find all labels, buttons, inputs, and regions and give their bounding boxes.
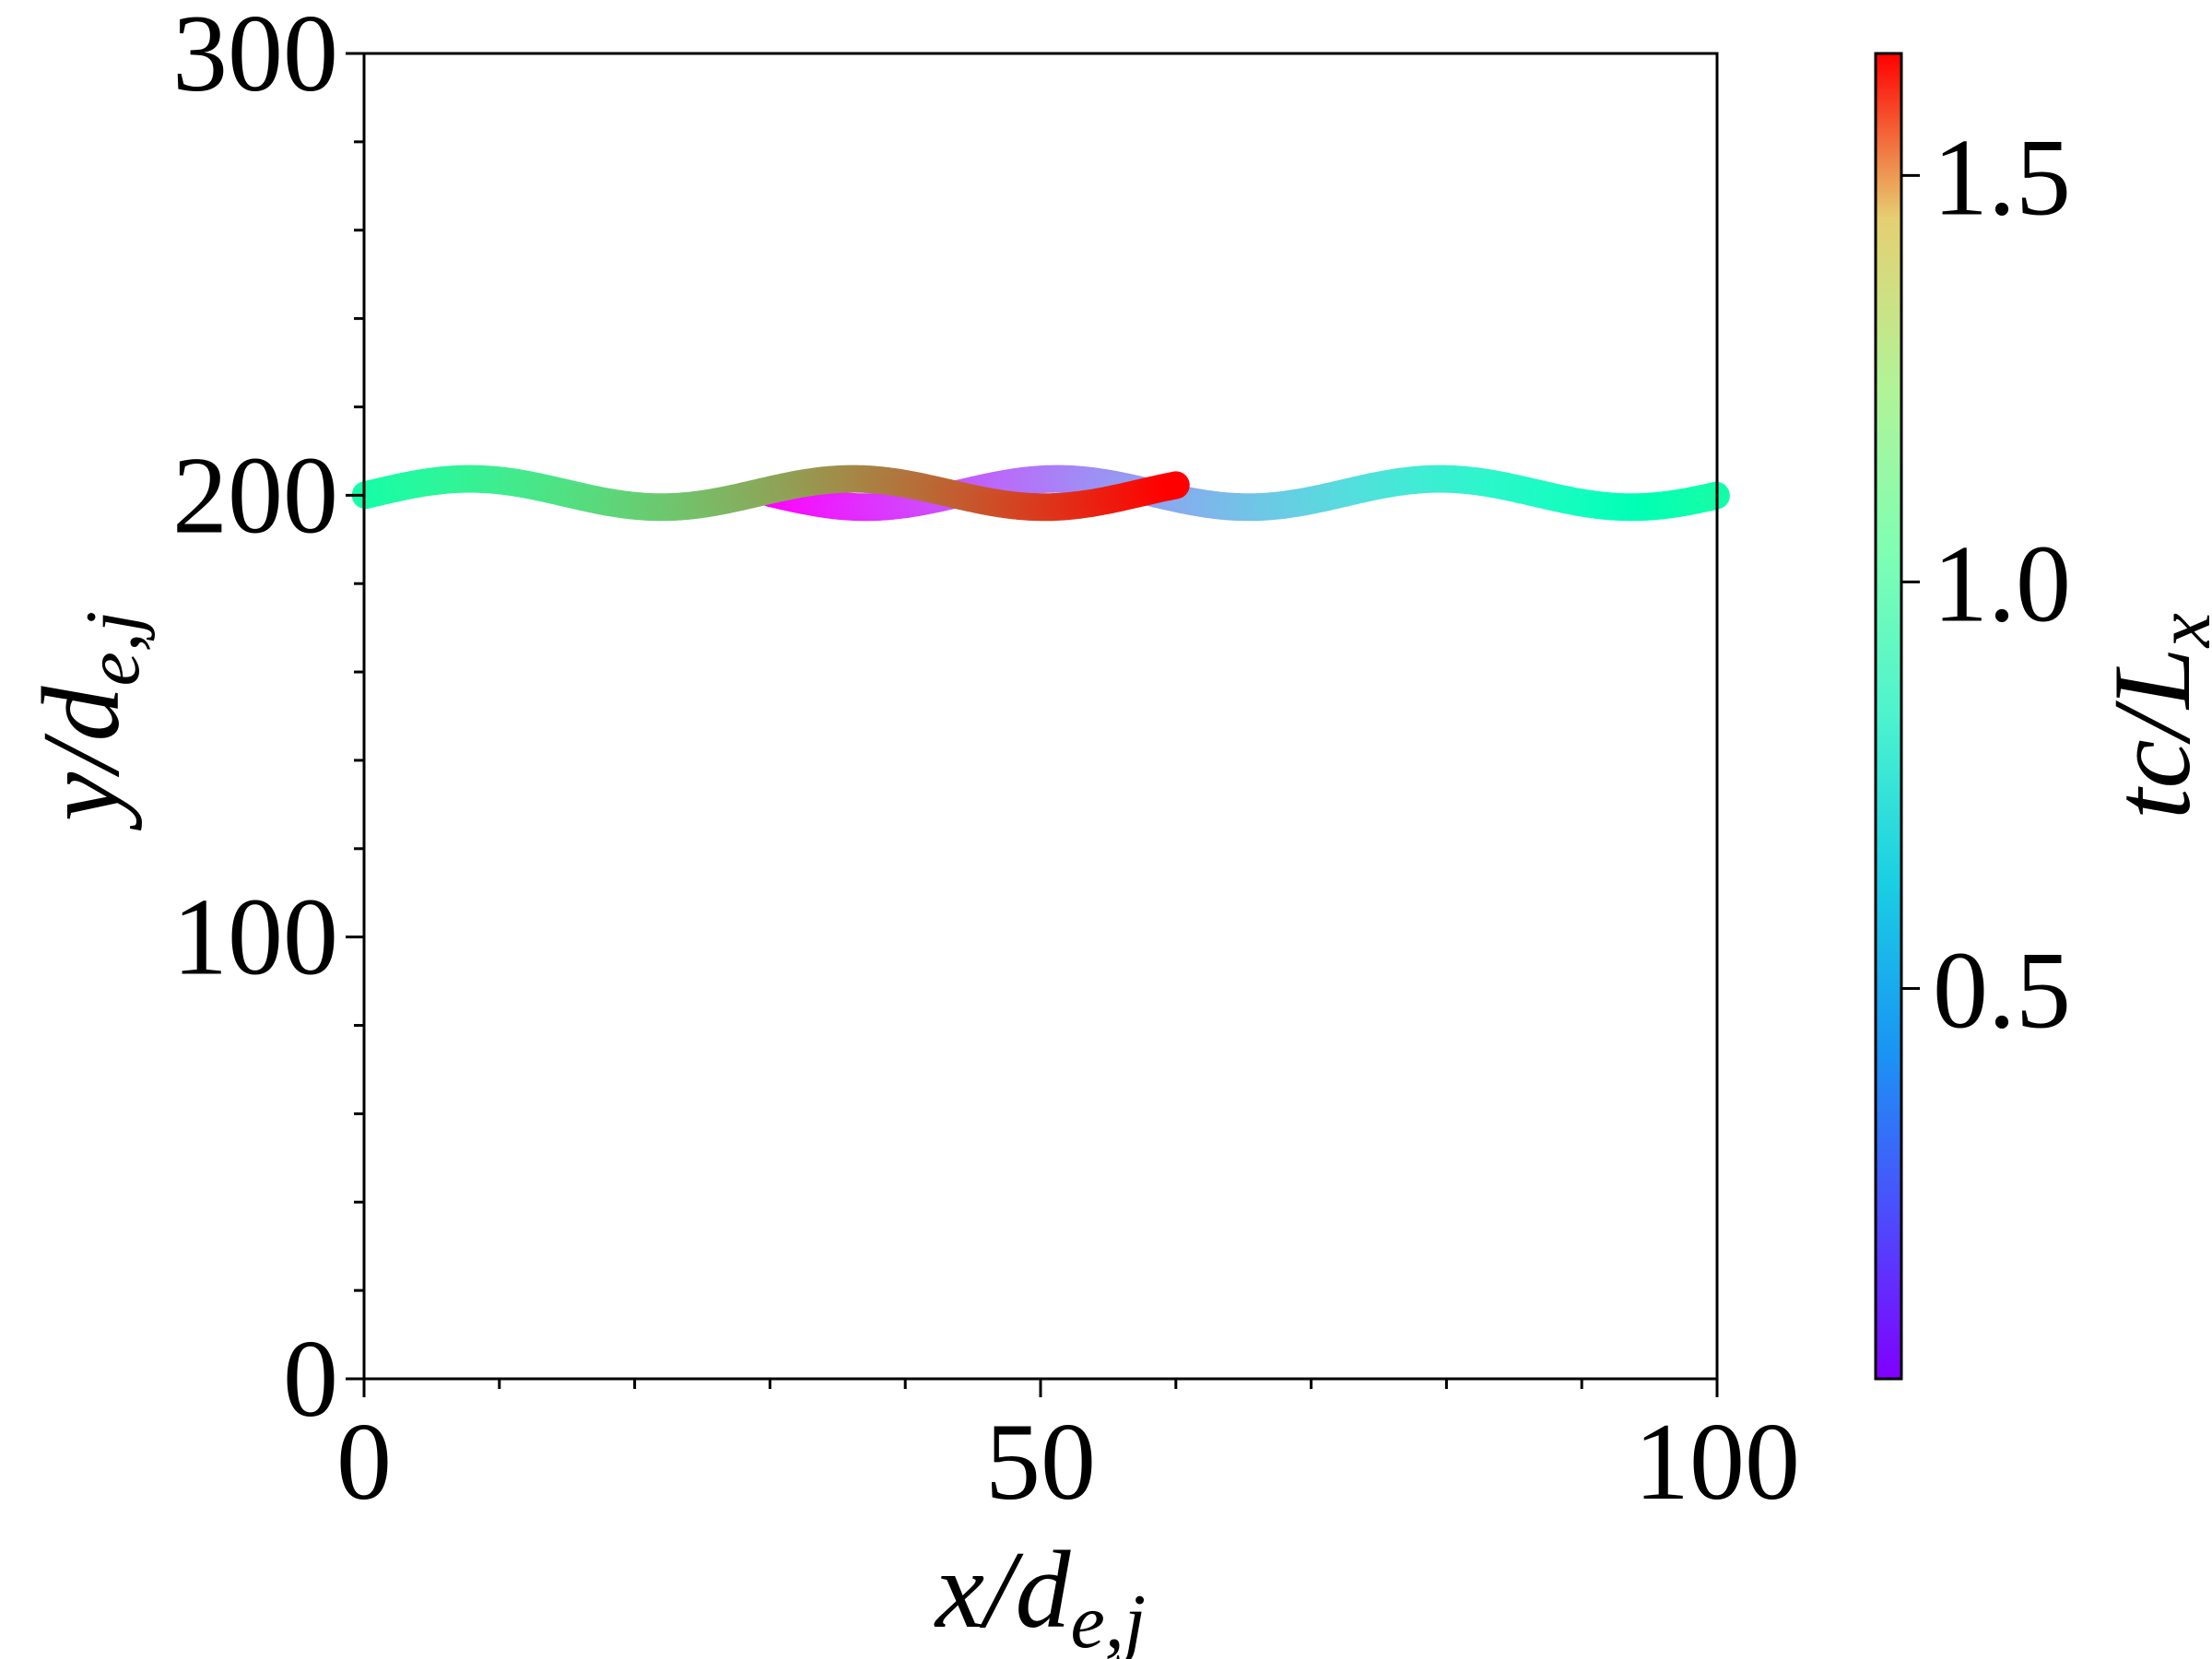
colorbar	[1874, 52, 1903, 1381]
x-axis-ticks: 0 50 100	[336, 1379, 1800, 1523]
trajectory-points	[351, 465, 1730, 522]
plot-frame	[362, 52, 1719, 1381]
x-tick-label: 100	[1634, 1400, 1800, 1523]
x-axis-label: x/de,j	[934, 1528, 1146, 1659]
y-axis-ticks: 0 100 200 300	[172, 0, 364, 1440]
y-axis-label: y/de,j	[19, 611, 156, 831]
colorbar-tick-label: 1.0	[1933, 522, 2071, 644]
y-tick-label: 200	[172, 433, 338, 556]
colorbar-tick-label: 0.5	[1933, 929, 2071, 1052]
colorbar-label: tc/Lx	[2090, 613, 2212, 819]
x-tick-label: 50	[985, 1400, 1096, 1523]
colorbar-ticks: 0.5 1.0 1.5	[1901, 115, 2071, 1052]
colorbar-tick-label: 1.5	[1933, 115, 2071, 238]
trajectory-point	[1161, 471, 1190, 500]
y-tick-label: 100	[172, 876, 338, 998]
y-tick-label: 0	[283, 1317, 338, 1440]
x-tick-label: 0	[336, 1400, 392, 1523]
y-tick-label: 300	[172, 0, 338, 114]
